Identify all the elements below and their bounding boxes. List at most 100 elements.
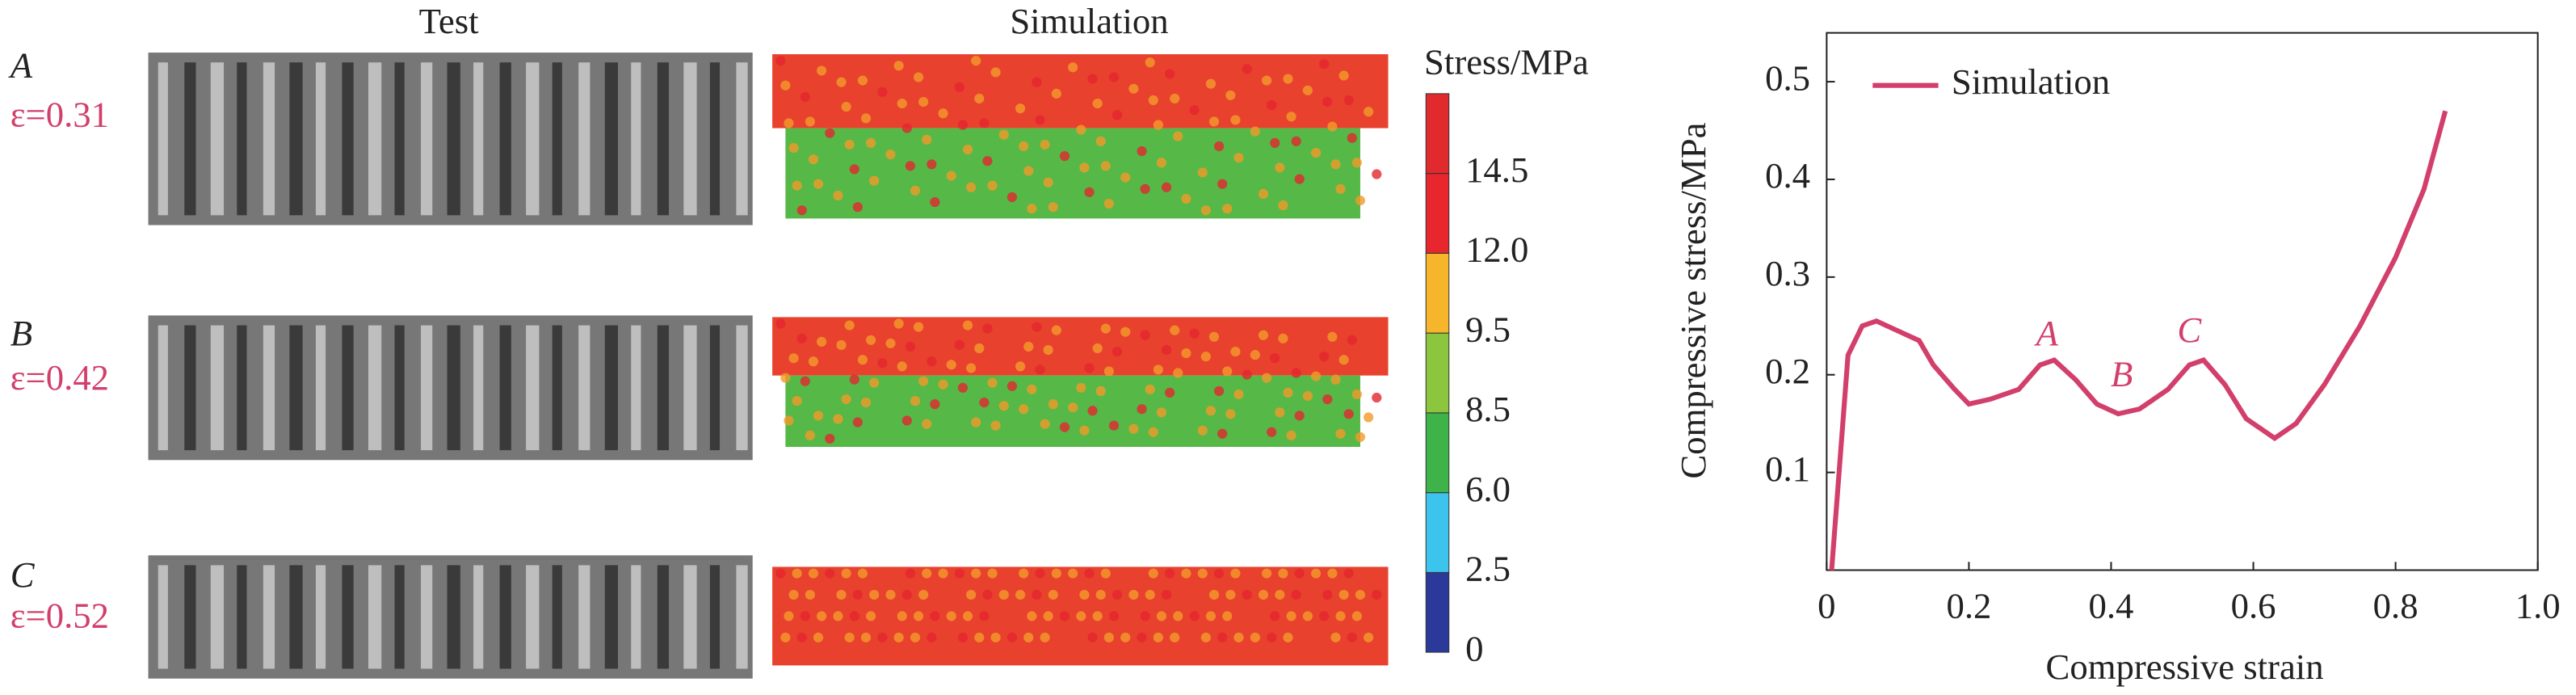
sim-spot [1200, 205, 1211, 216]
sim-spot [913, 72, 924, 82]
sim-spot [817, 336, 827, 347]
x-tick-label: 1.0 [2515, 586, 2561, 626]
sim-spot [1233, 153, 1244, 163]
x-tick-label: 0.6 [2231, 586, 2276, 626]
photo-cell [736, 325, 748, 451]
sim-spot [1197, 167, 1208, 178]
sim-spot [990, 67, 1001, 78]
sim-spot [800, 611, 810, 621]
sim-spot [1322, 589, 1333, 600]
sim-spot [1286, 112, 1296, 122]
sim-spot [1084, 568, 1095, 579]
sim-spot [1330, 159, 1341, 170]
photo-cell [315, 62, 326, 216]
sim-spot [1068, 568, 1078, 579]
sim-spot [957, 632, 969, 642]
sim-spot [913, 611, 924, 621]
sim-spot [833, 414, 843, 424]
photo-cell [158, 565, 168, 669]
sim-spot [1197, 568, 1208, 579]
sim-spot [1214, 385, 1225, 396]
photo-cell [289, 325, 303, 451]
sim-spot [805, 430, 815, 440]
sim-spot [1205, 406, 1217, 416]
sim-spot [788, 142, 799, 154]
sim-spot [1103, 632, 1114, 642]
sim-spot [893, 318, 904, 329]
sim-spot [893, 632, 904, 642]
sim-spot [1165, 69, 1175, 79]
sim-spot [1261, 373, 1272, 383]
sim-spot [1156, 158, 1167, 168]
sim-spot [1294, 568, 1305, 579]
colorbar-label: 14.5 [1465, 150, 1528, 190]
sim-spot [1035, 115, 1045, 125]
photo-cell [447, 62, 460, 216]
photo-cell [552, 565, 562, 669]
photo-cell [552, 325, 562, 451]
sim-spot [1084, 363, 1095, 373]
sim-spot [1225, 90, 1236, 101]
colorbar-swatch [1425, 492, 1450, 573]
sim-spot [1267, 100, 1277, 111]
sim-spot [1015, 361, 1026, 372]
sim-spot [1076, 382, 1086, 393]
sim-spot [860, 398, 872, 408]
x-axis-label: Compressive strain [2046, 647, 2324, 687]
sim-spot [1347, 133, 1357, 143]
sim-spot [775, 568, 786, 579]
sim-spot [1217, 428, 1228, 439]
sim-spot [1148, 95, 1158, 106]
sim-spot [1128, 83, 1139, 94]
row-label: B [11, 313, 32, 353]
sim-spot [1322, 96, 1333, 107]
photo-cell [552, 62, 562, 216]
sim-spot [905, 568, 915, 579]
photo-cell [526, 325, 540, 451]
sim-spot [982, 323, 993, 334]
sim-spot [1250, 632, 1260, 642]
sim-spot [1302, 85, 1313, 95]
sim-spot [938, 379, 948, 390]
sim-spot [1347, 632, 1357, 642]
sim-spot [1095, 385, 1106, 396]
photo-cell [263, 325, 275, 451]
sim-spot [852, 417, 863, 428]
sim-spot [1286, 430, 1296, 440]
sim-spot [1161, 344, 1172, 356]
sim-spot [1040, 139, 1050, 150]
sim-spot [1108, 420, 1120, 431]
sim-spot [1112, 346, 1123, 357]
sim-spot [860, 632, 872, 642]
sim-spot [910, 185, 921, 196]
photo-cell [315, 565, 326, 669]
sim-spot [1347, 335, 1357, 345]
sim-spot [982, 589, 993, 600]
sim-spot [1270, 611, 1280, 621]
photo-cell [604, 325, 618, 451]
sim-spot [1103, 199, 1114, 209]
photo-cell [631, 325, 641, 451]
sim-spot [1364, 107, 1374, 117]
sim-spot [1351, 158, 1362, 168]
sim-spot [1330, 632, 1341, 642]
sim-spot [1372, 589, 1382, 600]
sim-spot [1181, 348, 1191, 359]
sim-spot [918, 376, 929, 386]
sim-spot [1128, 423, 1139, 434]
sim-spot [1338, 70, 1349, 81]
sim-spot [1181, 568, 1191, 579]
sim-spot [869, 175, 880, 186]
photo-cell [683, 565, 697, 669]
sim-spot [913, 322, 924, 332]
sim-spot [1355, 195, 1366, 206]
sim-spot [1242, 369, 1252, 380]
sim-spot [1173, 368, 1183, 378]
sim-spot [849, 374, 859, 385]
sim-spot [922, 134, 932, 145]
photo-cell [237, 325, 247, 451]
annotation: A [2034, 313, 2059, 353]
sim-spot [1076, 124, 1086, 135]
sim-spot [885, 589, 896, 600]
sim-spot [784, 415, 794, 426]
